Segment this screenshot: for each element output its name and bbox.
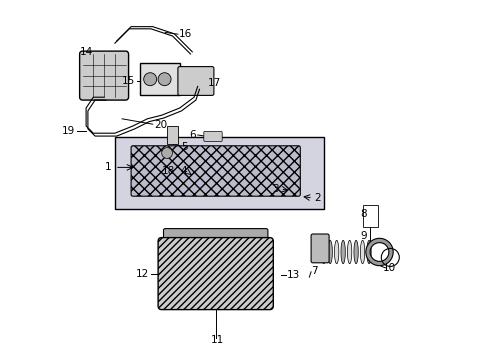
Bar xyxy=(167,126,178,144)
FancyBboxPatch shape xyxy=(310,234,328,263)
Text: 12: 12 xyxy=(136,269,149,279)
Text: 13: 13 xyxy=(286,270,300,280)
Circle shape xyxy=(158,73,171,86)
Ellipse shape xyxy=(334,240,338,264)
Bar xyxy=(363,205,377,227)
Circle shape xyxy=(143,73,156,86)
Text: 20: 20 xyxy=(153,120,166,130)
Text: 17: 17 xyxy=(207,78,221,88)
FancyBboxPatch shape xyxy=(203,131,222,141)
Text: 18: 18 xyxy=(161,166,174,176)
Text: 10: 10 xyxy=(382,263,395,273)
Ellipse shape xyxy=(327,240,332,264)
Text: 14: 14 xyxy=(80,47,93,57)
Ellipse shape xyxy=(353,240,358,264)
FancyBboxPatch shape xyxy=(178,67,213,95)
Text: 5: 5 xyxy=(181,141,187,152)
Text: 2: 2 xyxy=(314,193,321,203)
Text: 1: 1 xyxy=(104,162,111,172)
Ellipse shape xyxy=(340,240,345,264)
Text: 15: 15 xyxy=(121,76,134,86)
FancyBboxPatch shape xyxy=(140,63,179,95)
Circle shape xyxy=(162,148,172,158)
Ellipse shape xyxy=(347,240,351,264)
Text: 19: 19 xyxy=(62,126,75,136)
FancyBboxPatch shape xyxy=(163,229,267,243)
Text: 7: 7 xyxy=(310,266,317,276)
Text: 9: 9 xyxy=(360,231,366,241)
Text: 8: 8 xyxy=(360,209,366,219)
Ellipse shape xyxy=(366,240,370,264)
FancyBboxPatch shape xyxy=(158,238,273,310)
Ellipse shape xyxy=(360,240,364,264)
Text: 6: 6 xyxy=(189,130,196,140)
FancyBboxPatch shape xyxy=(80,51,128,100)
FancyBboxPatch shape xyxy=(131,146,300,196)
Polygon shape xyxy=(115,137,323,209)
Text: 4: 4 xyxy=(180,166,186,176)
Text: 16: 16 xyxy=(179,29,192,39)
Text: 11: 11 xyxy=(210,335,224,345)
Ellipse shape xyxy=(321,240,325,264)
Text: 3: 3 xyxy=(271,184,278,194)
